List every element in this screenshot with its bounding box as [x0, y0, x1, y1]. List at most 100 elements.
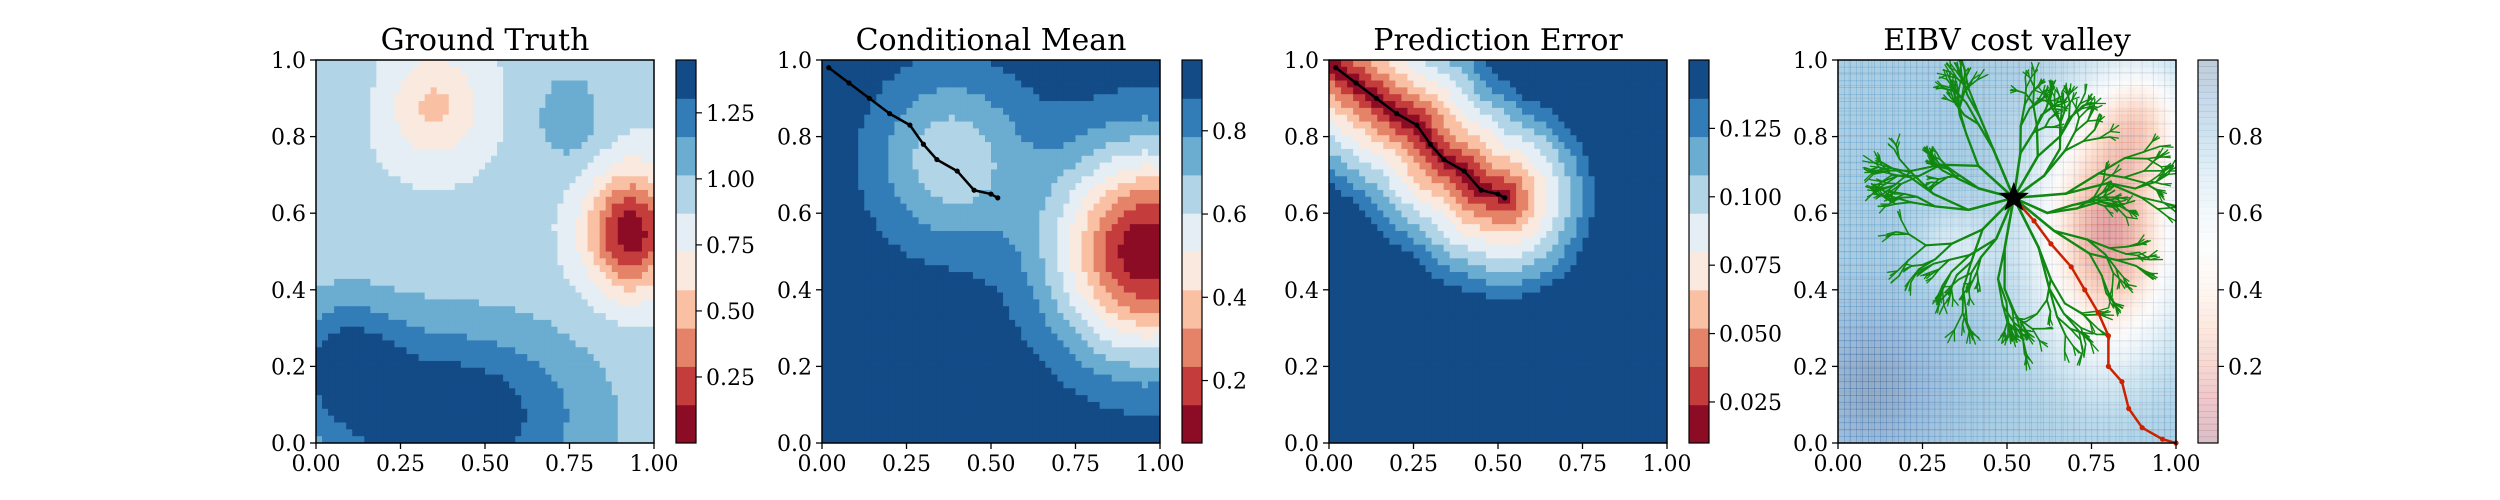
- heatmap-cell: [418, 354, 426, 362]
- heatmap-cell: [328, 292, 335, 300]
- heatmap-cell: [442, 87, 450, 95]
- heatmap-cell: [894, 169, 902, 177]
- heatmap-cell: [521, 313, 528, 321]
- heatmap-cell: [840, 285, 847, 294]
- heatmap-cell: [527, 114, 534, 123]
- heatmap-cell: [448, 381, 456, 389]
- heatmap-cell: [334, 101, 341, 109]
- heatmap-cell: [497, 354, 504, 362]
- heatmap-cell: [466, 148, 474, 157]
- heatmap-cell: [930, 408, 938, 417]
- heatmap-cell: [936, 203, 944, 212]
- heatmap-cell: [930, 60, 938, 68]
- heatmap-cell: [394, 237, 402, 246]
- heatmap-cell: [960, 66, 968, 75]
- heatmap-cell: [924, 401, 932, 410]
- heatmap-cell: [527, 292, 534, 300]
- heatmap-cell: [358, 87, 365, 95]
- heatmap-cell: [876, 436, 883, 443]
- heatmap-cell: [442, 292, 450, 300]
- heatmap-cell: [948, 340, 956, 348]
- heatmap-cell: [322, 251, 329, 259]
- heatmap-cell: [858, 381, 865, 389]
- heatmap-cell: [834, 196, 841, 205]
- heatmap-cell: [551, 306, 559, 314]
- heatmap-cell: [478, 354, 486, 362]
- heatmap-cell: [822, 94, 829, 102]
- heatmap-cell: [852, 285, 859, 294]
- heatmap-cell: [605, 176, 613, 184]
- heatmap-cell: [828, 196, 835, 205]
- heatmap-cell: [900, 101, 908, 109]
- heatmap-cell: [846, 196, 853, 205]
- heatmap-cell: [448, 347, 456, 355]
- heatmap-cell: [563, 292, 571, 300]
- heatmap-cell: [948, 306, 956, 314]
- heatmap-field: [316, 60, 654, 443]
- heatmap-cell: [906, 285, 914, 294]
- heatmap-cell: [328, 340, 335, 348]
- heatmap-cell: [930, 101, 938, 109]
- heatmap-cell: [641, 292, 649, 300]
- heatmap-cell: [1009, 230, 1016, 239]
- heatmap-cell: [382, 285, 390, 294]
- heatmap-cell: [840, 436, 847, 443]
- heatmap-cell: [966, 87, 974, 95]
- heatmap-cell: [1009, 313, 1016, 321]
- heatmap-cell: [388, 237, 396, 246]
- heatmap-cell: [521, 388, 528, 396]
- heatmap-cell: [503, 94, 510, 102]
- heatmap-cell: [641, 374, 649, 383]
- heatmap-cell: [497, 306, 504, 314]
- heatmap-cell: [503, 415, 510, 424]
- heatmap-cell: [352, 285, 359, 294]
- heatmap-cell: [581, 299, 589, 307]
- heatmap-cell: [972, 210, 980, 218]
- heatmap-cell: [521, 340, 528, 348]
- heatmap-cell: [972, 176, 980, 184]
- heatmap-cell: [503, 285, 510, 294]
- heatmap-cell: [978, 326, 986, 335]
- heatmap-cell: [442, 224, 450, 232]
- heatmap-cell: [376, 258, 383, 266]
- heatmap-cell: [575, 333, 583, 342]
- heatmap-cell: [936, 217, 944, 225]
- heatmap-cell: [322, 333, 329, 342]
- heatmap-cell: [900, 388, 908, 396]
- heatmap-cell: [1015, 107, 1022, 116]
- heatmap-cell: [346, 265, 353, 273]
- heatmap-cell: [1003, 94, 1010, 102]
- heatmap-cell: [503, 114, 510, 123]
- heatmap-cell: [1003, 224, 1010, 232]
- heatmap-cell: [858, 436, 865, 443]
- heatmap-cell: [599, 148, 607, 157]
- heatmap-cell: [997, 306, 1004, 314]
- heatmap-cell: [936, 395, 944, 403]
- heatmap-cell: [316, 408, 323, 417]
- heatmap-cell: [569, 258, 577, 266]
- heatmap-cell: [641, 422, 649, 430]
- heatmap-cell: [599, 189, 607, 198]
- heatmap-cell: [846, 408, 853, 417]
- heatmap-cell: [924, 347, 932, 355]
- heatmap-cell: [478, 128, 486, 136]
- heatmap-cell: [900, 319, 908, 328]
- heatmap-cell: [340, 183, 347, 191]
- heatmap-cell: [822, 313, 829, 321]
- heatmap-cell: [388, 265, 396, 273]
- heatmap-cell: [882, 203, 889, 212]
- heatmap-cell: [388, 313, 396, 321]
- colorbar-segment: [676, 366, 696, 406]
- heatmap-cell: [346, 354, 353, 362]
- heatmap-cell: [894, 285, 902, 294]
- heatmap-cell: [984, 272, 992, 280]
- heatmap-cell: [1009, 169, 1016, 177]
- heatmap-cell: [412, 422, 420, 430]
- heatmap-cell: [840, 265, 847, 273]
- heatmap-cell: [424, 60, 432, 68]
- heatmap-cell: [328, 388, 335, 396]
- heatmap-cell: [593, 244, 601, 253]
- heatmap-cell: [978, 237, 986, 246]
- heatmap-cell: [864, 135, 871, 143]
- heatmap-cell: [448, 94, 456, 102]
